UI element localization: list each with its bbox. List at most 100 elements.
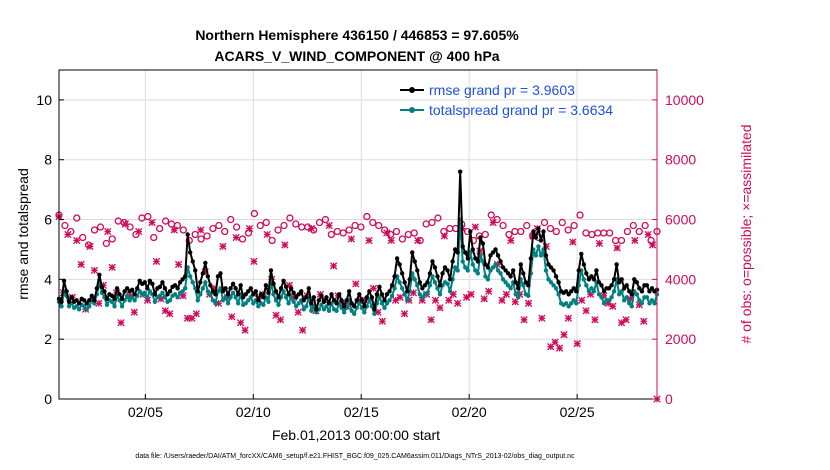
rmse-point bbox=[450, 259, 455, 264]
assimilated-obs-point bbox=[391, 296, 400, 304]
rmse-point bbox=[571, 286, 576, 291]
assimilated-obs-point bbox=[245, 224, 254, 233]
rmse-point bbox=[629, 292, 634, 297]
possible-obs-point bbox=[227, 215, 235, 224]
rmse-point bbox=[536, 226, 541, 231]
rmse-point bbox=[425, 280, 430, 285]
possible-obs-point bbox=[570, 221, 578, 230]
possible-obs-point bbox=[540, 218, 549, 227]
spread-point bbox=[581, 277, 587, 282]
rmse-point bbox=[344, 298, 349, 303]
rmse-point bbox=[488, 253, 493, 258]
rmse-point bbox=[336, 292, 342, 297]
y-tick-label: 6 bbox=[44, 212, 52, 228]
assimilated-obs-point bbox=[613, 244, 621, 252]
rmse-point bbox=[553, 274, 559, 279]
rmse-point bbox=[299, 289, 304, 294]
rmse-point bbox=[606, 286, 612, 291]
possible-obs-point bbox=[517, 227, 525, 236]
assimilated-obs-point bbox=[414, 236, 422, 245]
rmse-point bbox=[445, 268, 450, 273]
chart-subtitle: ACARS_V_WIND_COMPONENT @ 400 hPa bbox=[214, 48, 499, 64]
spread-point bbox=[599, 295, 604, 300]
spread-point bbox=[208, 292, 213, 297]
possible-obs-point bbox=[256, 221, 264, 230]
series-lines bbox=[56, 169, 660, 316]
rmse-point bbox=[142, 280, 147, 285]
rmse-point bbox=[364, 295, 370, 300]
assimilated-obs-point bbox=[440, 232, 449, 240]
rmse-point bbox=[518, 262, 523, 267]
rmse-point bbox=[59, 299, 64, 304]
spread-point bbox=[427, 283, 433, 288]
rmse-point bbox=[122, 289, 127, 294]
assimilated-obs-point bbox=[631, 236, 639, 245]
possible-obs-point bbox=[108, 235, 116, 243]
rmse-point bbox=[268, 268, 274, 273]
rmse-point bbox=[147, 278, 153, 284]
possible-obs-point bbox=[641, 221, 649, 230]
spread-point bbox=[205, 289, 211, 294]
assimilated-obs-point bbox=[294, 308, 302, 316]
possible-obs-point bbox=[552, 227, 560, 236]
rmse-point bbox=[357, 292, 362, 297]
assimilated-obs-point bbox=[104, 227, 112, 236]
spread-point bbox=[503, 280, 508, 285]
rmse-point bbox=[311, 295, 317, 300]
rmse-point bbox=[195, 289, 200, 294]
spread-point bbox=[246, 298, 251, 303]
rmse-point bbox=[288, 286, 294, 291]
spread-point bbox=[399, 286, 405, 291]
spread-point bbox=[304, 304, 309, 309]
rmse-point bbox=[64, 289, 69, 294]
rmse-point bbox=[505, 271, 511, 276]
y2-tick-label: 0 bbox=[665, 391, 673, 407]
assimilated-obs-point bbox=[644, 230, 652, 239]
rmse-point bbox=[319, 293, 324, 299]
rmse-point bbox=[384, 292, 390, 297]
x-axis-label: Feb.01,2013 00:00:00 start bbox=[272, 427, 440, 443]
possible-obs-point bbox=[505, 230, 513, 239]
x-tick-label: 02/05 bbox=[128, 404, 163, 420]
rmse-point bbox=[218, 271, 223, 276]
assimilated-obs-point bbox=[77, 260, 85, 269]
rmse-point bbox=[541, 229, 546, 234]
possible-obs-point bbox=[315, 218, 324, 227]
rmse-point bbox=[321, 299, 327, 304]
rmse-point bbox=[576, 268, 581, 273]
spread-point bbox=[452, 265, 458, 270]
rmse-point bbox=[473, 256, 478, 261]
spread-point bbox=[435, 286, 440, 291]
possible-obs-point bbox=[564, 226, 572, 234]
rmse-point bbox=[359, 298, 364, 303]
spread-point bbox=[397, 280, 402, 285]
assimilated-obs-point bbox=[595, 239, 604, 248]
rmse-point bbox=[180, 277, 185, 282]
rmse-point bbox=[546, 262, 551, 267]
assimilated-obs-point bbox=[188, 314, 196, 322]
rmse-point bbox=[102, 289, 107, 294]
assimilated-obs-point bbox=[480, 295, 488, 303]
rmse-point bbox=[367, 289, 372, 294]
rmse-point bbox=[531, 229, 536, 234]
spread-point bbox=[326, 308, 332, 313]
rmse-point bbox=[349, 301, 354, 306]
assimilated-obs-point bbox=[454, 299, 462, 307]
assimilated-obs-point bbox=[573, 340, 581, 348]
spread-point bbox=[611, 289, 617, 294]
rmse-point bbox=[99, 284, 105, 290]
assimilated-obs-point bbox=[108, 263, 116, 272]
rmse-point bbox=[248, 286, 253, 291]
rmse-point bbox=[124, 286, 130, 291]
rmse-point bbox=[341, 304, 347, 309]
spread-point bbox=[624, 295, 629, 300]
rmse-point bbox=[468, 229, 473, 234]
rmse-point bbox=[210, 289, 216, 294]
spread-point bbox=[551, 283, 556, 288]
rmse-point bbox=[412, 259, 417, 264]
rmse-point bbox=[457, 169, 463, 174]
spread-point bbox=[291, 299, 296, 304]
rmse-point bbox=[649, 286, 655, 291]
rmse-point bbox=[119, 296, 125, 302]
assimilated-obs-point bbox=[152, 257, 161, 266]
